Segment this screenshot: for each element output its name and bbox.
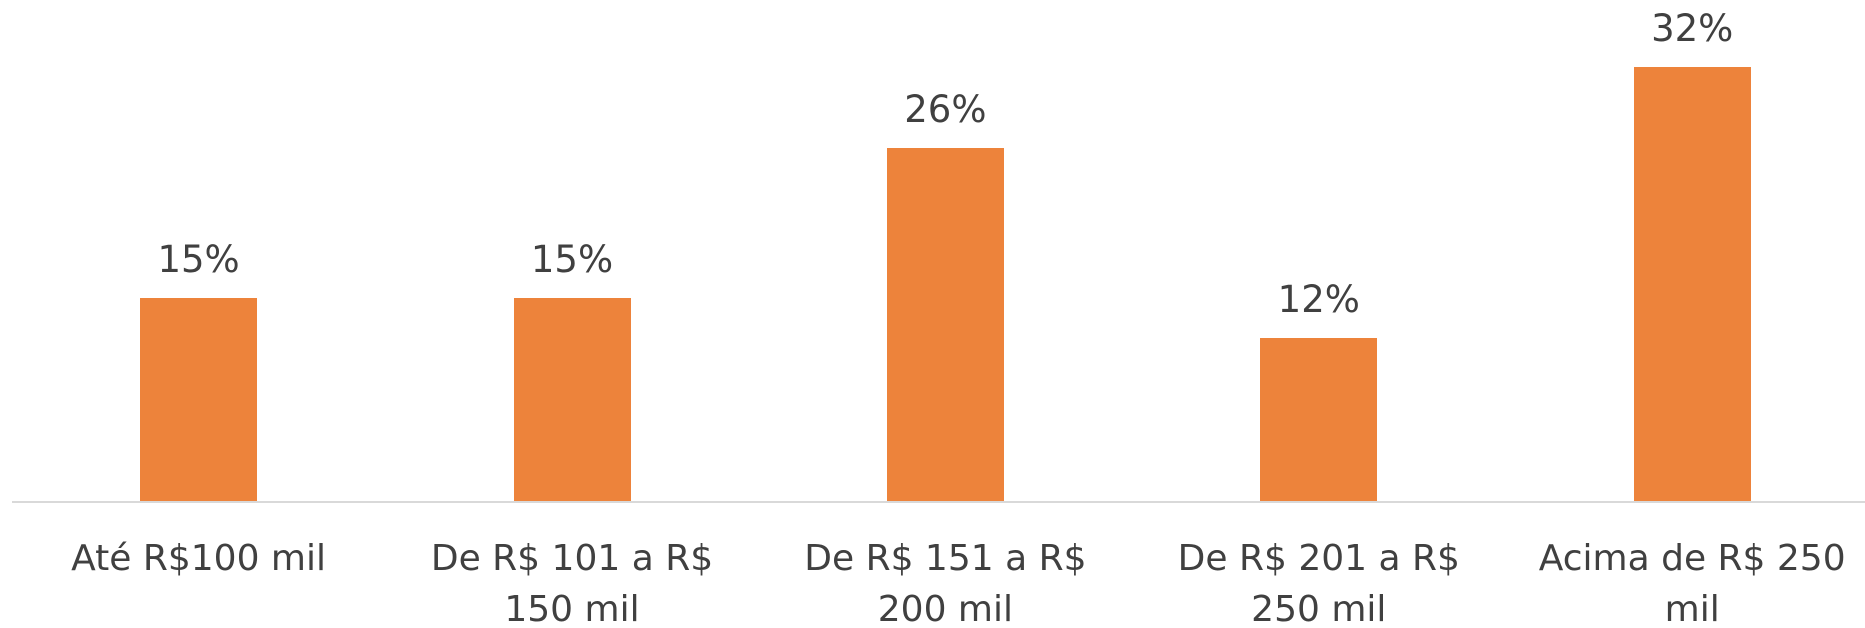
- x-tick-label: De R$ 201 a R$ 250 mil: [1177, 538, 1460, 628]
- bar: [886, 148, 1004, 501]
- bar: [1260, 338, 1378, 501]
- data-label: 15%: [530, 237, 614, 281]
- data-label: 26%: [904, 88, 987, 132]
- bar: [140, 297, 258, 501]
- x-tick-label: Até R$100 mil: [71, 538, 327, 579]
- x-tick-label: De R$ 101 a R$ 150 mil: [430, 538, 714, 628]
- bar: [1633, 67, 1751, 501]
- x-tick-label: De R$ 151 a R$ 200 mil: [804, 538, 1087, 628]
- data-label: 15%: [157, 237, 240, 281]
- data-label: 32%: [1651, 7, 1734, 51]
- x-axis-line: [12, 501, 1865, 503]
- data-label: 12%: [1277, 278, 1360, 322]
- x-tick-label: Acima de R$ 250 mil: [1538, 538, 1846, 628]
- bar: [513, 297, 631, 501]
